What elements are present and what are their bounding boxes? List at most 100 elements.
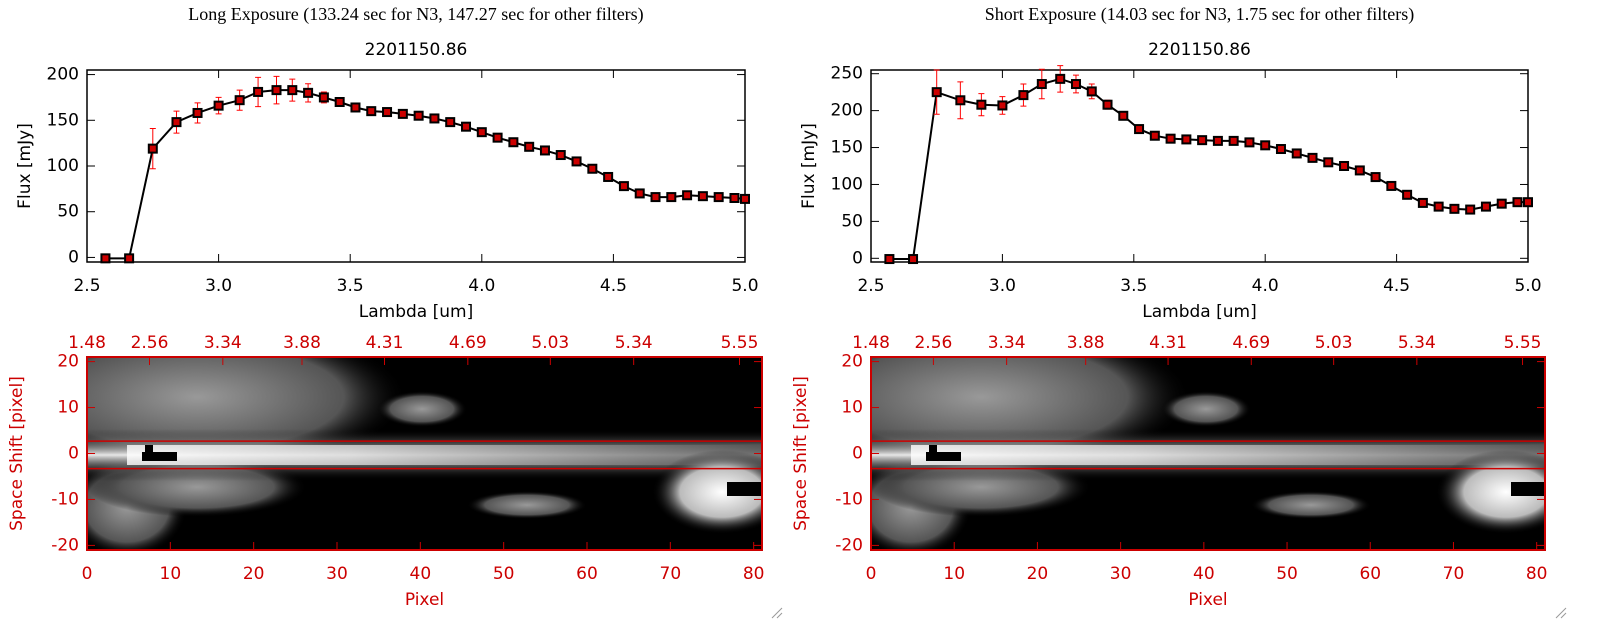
- x-tick-label: 30: [326, 564, 348, 584]
- data-point: [1055, 73, 1066, 84]
- top-x-tick-label: 4.69: [449, 333, 487, 353]
- data-point: [587, 163, 598, 174]
- x-tick-label: 4.0: [468, 276, 495, 296]
- data-point: [682, 190, 693, 201]
- y-tick-label: 10: [57, 398, 79, 418]
- data-point: [1480, 201, 1491, 212]
- data-point: [931, 87, 942, 98]
- data-point: [253, 86, 264, 97]
- data-point: [334, 97, 345, 107]
- y-axis-label: Flux [mJy]: [15, 123, 35, 209]
- x-tick-label: 2.5: [73, 276, 100, 296]
- y-tick-label: 20: [841, 352, 863, 372]
- data-point: [318, 92, 329, 103]
- top-x-tick-label: 5.55: [1504, 333, 1542, 353]
- x-tick-label: 50: [493, 564, 515, 584]
- chart-title: 2201150.86: [1148, 40, 1251, 60]
- data-point: [382, 107, 393, 118]
- data-point: [1118, 110, 1129, 121]
- y-tick-label: 150: [47, 110, 79, 130]
- top-x-tick-label: 3.88: [1067, 333, 1105, 353]
- y-tick-label: 200: [831, 101, 863, 121]
- x-tick-label: 80: [1526, 564, 1548, 584]
- data-point: [147, 143, 158, 154]
- data-point: [171, 117, 182, 128]
- top-x-tick-label: 5.34: [1398, 333, 1436, 353]
- data-point: [1086, 86, 1097, 97]
- data-point: [955, 95, 966, 106]
- data-point: [461, 121, 472, 132]
- y-tick-label: -10: [835, 489, 863, 509]
- data-point: [1228, 135, 1239, 146]
- data-point: [555, 150, 566, 161]
- data-point: [1134, 124, 1145, 135]
- y-tick-label: -20: [835, 535, 863, 555]
- x-tick-label: 70: [1443, 564, 1465, 584]
- data-point: [124, 253, 135, 264]
- x-tick-label: 4.5: [600, 276, 627, 296]
- suptitle: Long Exposure (133.24 sec for N3, 147.27…: [188, 4, 643, 25]
- data-point: [539, 145, 550, 156]
- data-point: [445, 117, 456, 128]
- y-tick-label: 250: [831, 64, 863, 84]
- suptitle: Short Exposure (14.03 sec for N3, 1.75 s…: [985, 4, 1414, 25]
- data-point: [884, 254, 895, 265]
- data-point: [1165, 133, 1176, 144]
- data-point: [713, 192, 724, 203]
- data-point: [1102, 99, 1113, 110]
- data-point: [634, 188, 645, 199]
- data-point: [1449, 203, 1460, 214]
- data-point: [1417, 197, 1428, 208]
- resize-grip: [771, 607, 783, 619]
- data-point: [908, 254, 919, 265]
- top-x-tick-label: 4.31: [366, 333, 404, 353]
- y-tick-label: -20: [51, 535, 79, 555]
- data-point: [1433, 201, 1444, 212]
- data-point: [1512, 197, 1523, 208]
- data-point: [666, 192, 677, 203]
- y-axis-label: Space Shift [pixel]: [7, 376, 27, 531]
- x-axis-label: Pixel: [1188, 590, 1227, 610]
- data-point: [271, 85, 282, 96]
- data-point: [1260, 140, 1271, 151]
- data-point: [350, 102, 361, 113]
- data-point: [976, 99, 987, 110]
- x-axis-label: Lambda [um]: [1142, 302, 1256, 322]
- data-point: [303, 87, 314, 98]
- data-point: [1070, 79, 1081, 90]
- data-point: [213, 100, 224, 111]
- x-tick-label: 60: [576, 564, 598, 584]
- x-tick-label: 3.5: [337, 276, 364, 296]
- data-point: [476, 127, 487, 138]
- data-point: [287, 85, 298, 96]
- top-x-tick-label: 5.03: [531, 333, 569, 353]
- top-x-tick-label: 5.55: [721, 333, 759, 353]
- x-tick-label: 50: [1276, 564, 1298, 584]
- data-point: [1212, 135, 1223, 146]
- data-point: [1307, 152, 1318, 163]
- x-axis-label: Lambda [um]: [359, 302, 473, 322]
- top-x-tick-label: 3.88: [283, 333, 321, 353]
- data-point: [1523, 197, 1533, 208]
- x-tick-label: 30: [1110, 564, 1132, 584]
- x-tick-label: 40: [410, 564, 432, 584]
- x-tick-label: 3.0: [989, 276, 1016, 296]
- data-point: [603, 171, 614, 182]
- y-tick-label: 50: [57, 202, 79, 222]
- y-tick-label: 200: [47, 65, 79, 85]
- data-point: [1181, 134, 1192, 145]
- data-point: [1323, 157, 1334, 168]
- top-x-tick-label: 5.03: [1315, 333, 1353, 353]
- data-point: [1275, 144, 1286, 155]
- y-tick-label: 0: [852, 248, 863, 268]
- data-point: [1339, 161, 1350, 171]
- y-tick-label: 0: [68, 247, 79, 267]
- data-point: [1149, 130, 1160, 141]
- top-x-tick-label: 1.48: [68, 333, 106, 353]
- data-point: [1244, 137, 1255, 148]
- x-tick-label: 40: [1193, 564, 1215, 584]
- x-tick-label: 10: [943, 564, 965, 584]
- top-x-tick-label: 3.34: [988, 333, 1026, 353]
- x-tick-label: 2.5: [857, 276, 884, 296]
- chart-title: 2201150.86: [365, 40, 468, 60]
